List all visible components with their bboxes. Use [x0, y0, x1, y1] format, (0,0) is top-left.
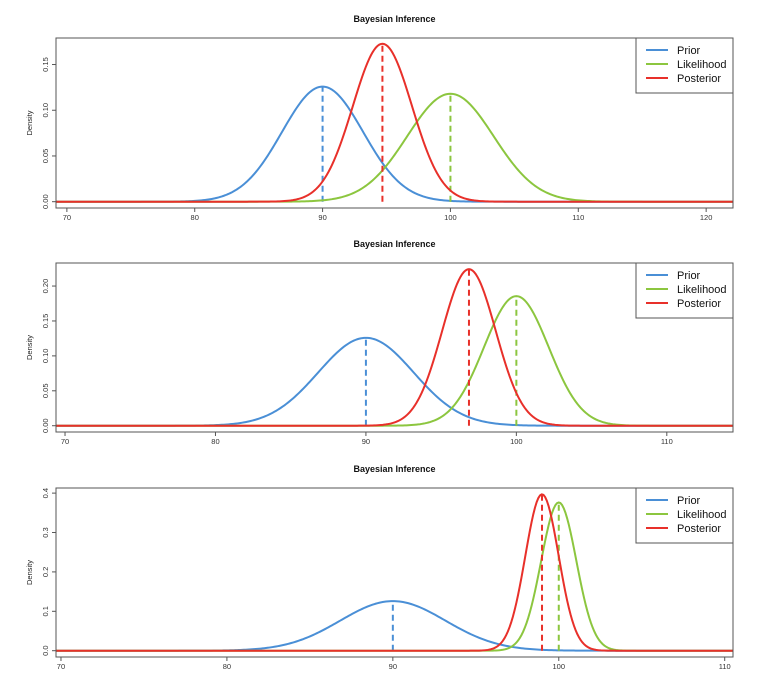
y-tick-label: 0.15 [41, 314, 50, 329]
chart-panel-1: Bayesian Inference Density 70 80 90 100 110 120… [25, 14, 734, 222]
y-axis-label: Density [25, 335, 34, 360]
chart-title: Bayesian Inference [353, 14, 435, 24]
legend-label-posterior: Posterior [677, 523, 721, 535]
x-tick-label: 100 [510, 437, 523, 446]
x-tick-label: 100 [553, 662, 566, 671]
legend-label-posterior: Posterior [677, 73, 721, 85]
y-tick-label: 0.10 [41, 103, 50, 118]
x-tick-label: 110 [719, 662, 731, 671]
y-axis-label: Density [25, 110, 34, 135]
y-tick-label: 0.4 [41, 488, 50, 498]
chart-panel-2: Bayesian Inference Density 70 80 90 100 110 0.0… [25, 239, 734, 446]
series-line-prior [56, 85, 733, 203]
y-tick-label: 0.20 [41, 279, 50, 294]
legend-label-prior: Prior [677, 270, 701, 282]
plot-frame [55, 262, 734, 433]
y-tick-label: 0.1 [41, 606, 50, 616]
y-tick-label: 0.3 [41, 527, 50, 537]
y-axis-label: Density [25, 560, 34, 585]
series-line-likelihood [56, 92, 733, 203]
x-tick-label: 110 [661, 437, 673, 446]
legend: Prior Likelihood Posterior [635, 37, 734, 94]
x-tick-label: 120 [700, 213, 713, 222]
y-tick-label: 0.0 [41, 645, 50, 655]
series-line-posterior [56, 42, 733, 203]
legend-label-prior: Prior [677, 45, 701, 57]
series-line-prior [56, 336, 733, 427]
legend-box [635, 262, 734, 319]
x-tick-label: 80 [223, 662, 231, 671]
series-line-posterior [56, 268, 733, 427]
x-tick-label: 90 [389, 662, 397, 671]
chart-title: Bayesian Inference [353, 239, 435, 249]
x-tick-label: 70 [61, 437, 69, 446]
legend-label-posterior: Posterior [677, 298, 721, 310]
x-tick-label: 100 [444, 213, 457, 222]
x-tick-label: 90 [318, 213, 326, 222]
x-tick-label: 80 [211, 437, 219, 446]
series-line-likelihood [56, 501, 733, 652]
series-line-likelihood [56, 295, 733, 427]
x-tick-label: 110 [572, 213, 584, 222]
legend: Prior Likelihood Posterior [635, 262, 734, 319]
legend-box [635, 487, 734, 544]
y-tick-label: 0.10 [41, 349, 50, 364]
y-tick-label: 0.15 [41, 57, 50, 72]
y-tick-label: 0.00 [41, 194, 50, 209]
chart-panel-3: Bayesian Inference Density 70 80 90 100 110 0.0… [25, 464, 734, 671]
y-tick-label: 0.05 [41, 149, 50, 164]
legend: Prior Likelihood Posterior [635, 487, 734, 544]
y-tick-label: 0.2 [41, 567, 50, 577]
y-tick-label: 0.00 [41, 418, 50, 433]
series-line-posterior [56, 493, 733, 652]
x-tick-label: 90 [362, 437, 370, 446]
x-tick-label: 70 [57, 662, 65, 671]
series-line-prior [56, 600, 733, 652]
plot-frame [55, 487, 734, 658]
legend-label-likelihood: Likelihood [677, 284, 727, 296]
chart-title: Bayesian Inference [353, 464, 435, 474]
legend-label-prior: Prior [677, 495, 701, 507]
legend-label-likelihood: Likelihood [677, 59, 727, 71]
legend-box [635, 37, 734, 94]
plot-frame [55, 37, 734, 209]
x-tick-label: 70 [63, 213, 71, 222]
y-tick-label: 0.05 [41, 383, 50, 398]
x-tick-label: 80 [191, 213, 199, 222]
legend-label-likelihood: Likelihood [677, 509, 727, 521]
